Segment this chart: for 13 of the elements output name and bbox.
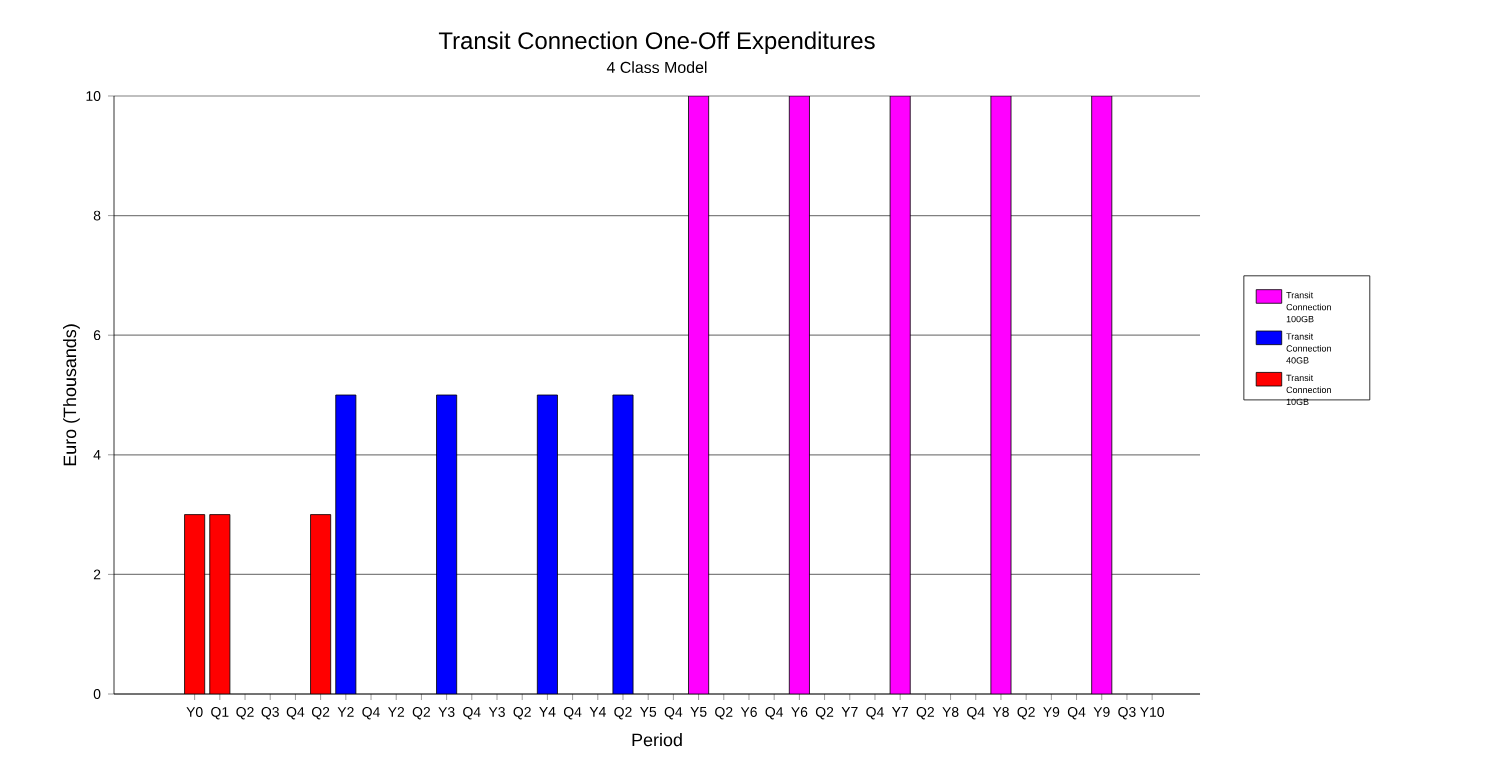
- bar: [1091, 95, 1113, 694]
- bar: [184, 514, 205, 694]
- x-axis-title: Period: [632, 733, 682, 747]
- bar: [789, 95, 810, 694]
- y-axis-title: Euro (Thousands): [63, 324, 80, 466]
- bar: [310, 514, 332, 694]
- bar: [436, 395, 457, 694]
- bar: [688, 95, 709, 694]
- chart-title: Transit Connection One-Off Expenditures: [438, 31, 875, 54]
- bar: [890, 95, 911, 694]
- bar: [209, 514, 230, 694]
- bar: [537, 395, 558, 694]
- bar: [335, 395, 356, 694]
